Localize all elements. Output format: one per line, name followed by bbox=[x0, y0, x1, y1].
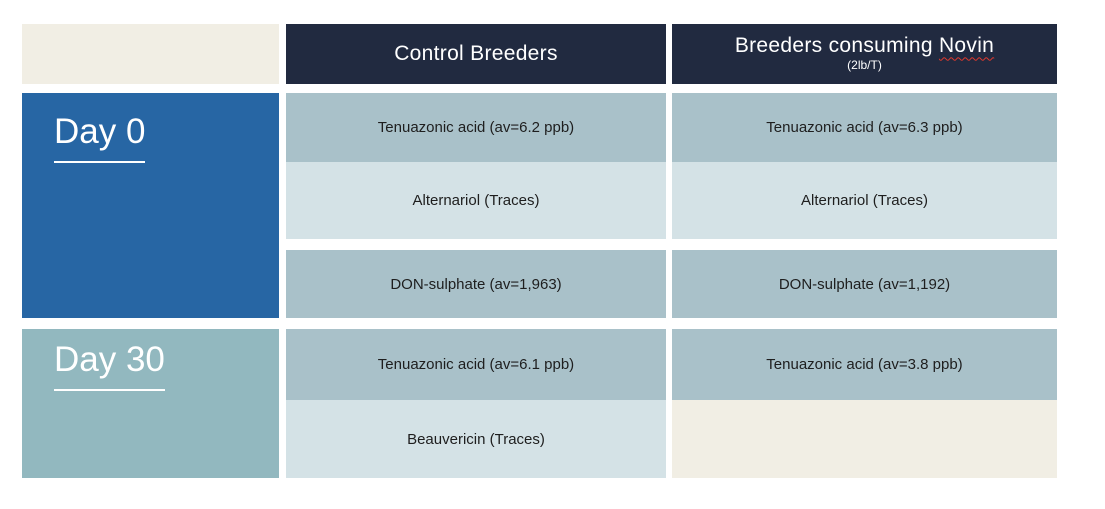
cell-day30-row2-control: Beauvericin (Traces) bbox=[286, 400, 666, 478]
cell-value: Alternariol (Traces) bbox=[412, 192, 540, 209]
cell-value: Alternariol (Traces) bbox=[801, 192, 928, 209]
cell-value: Tenuazonic acid (av=6.3 ppb) bbox=[766, 119, 963, 136]
cell-day30-row2-novin-empty bbox=[672, 400, 1057, 478]
row-group-day-30: Day 30 bbox=[22, 329, 279, 478]
header-control-breeders: Control Breeders bbox=[286, 24, 666, 84]
header-control-breeders-label: Control Breeders bbox=[394, 42, 558, 65]
header-corner-cell bbox=[22, 24, 279, 84]
cell-day0-row2-novin: Alternariol (Traces) bbox=[672, 162, 1057, 239]
cell-day0-row2-control: Alternariol (Traces) bbox=[286, 162, 666, 239]
cell-day0-row3-novin: DON-sulphate (av=1,192) bbox=[672, 250, 1057, 318]
header-novin-word-spellcheck: Novin bbox=[938, 34, 995, 58]
cell-value: DON-sulphate (av=1,192) bbox=[778, 275, 951, 293]
day-0-label: Day 0 bbox=[54, 112, 146, 163]
header-novin-prefix: Breeders consuming bbox=[734, 34, 939, 58]
header-novin-main-line: Breeders consuming Novin bbox=[735, 35, 994, 57]
cell-day30-row1-control: Tenuazonic acid (av=6.1 ppb) bbox=[286, 329, 666, 400]
header-novin-dose: (2lb/T) bbox=[847, 58, 882, 73]
cell-day30-row1-novin: Tenuazonic acid (av=3.8 ppb) bbox=[672, 329, 1057, 400]
cell-day0-row3-control: DON-sulphate (av=1,963) bbox=[286, 250, 666, 318]
cell-day0-row1-novin: Tenuazonic acid (av=6.3 ppb) bbox=[672, 93, 1057, 162]
cell-value: Tenuazonic acid (av=6.1 ppb) bbox=[377, 356, 575, 373]
day-30-label: Day 30 bbox=[54, 340, 165, 391]
cell-value: Tenuazonic acid (av=6.2 ppb) bbox=[377, 119, 575, 136]
cell-day0-row1-control: Tenuazonic acid (av=6.2 ppb) bbox=[286, 93, 666, 162]
cell-value: DON-sulphate (av=1,963) bbox=[390, 275, 562, 293]
header-breeders-consuming-novin: Breeders consuming Novin (2lb/T) bbox=[672, 24, 1057, 84]
mycotoxin-results-table: Control Breeders Breeders consuming Novi… bbox=[22, 24, 1057, 478]
cell-value: Tenuazonic acid (av=3.8 ppb) bbox=[766, 356, 963, 373]
row-group-day-0: Day 0 bbox=[22, 93, 279, 318]
cell-value: Beauvericin (Traces) bbox=[407, 430, 545, 448]
